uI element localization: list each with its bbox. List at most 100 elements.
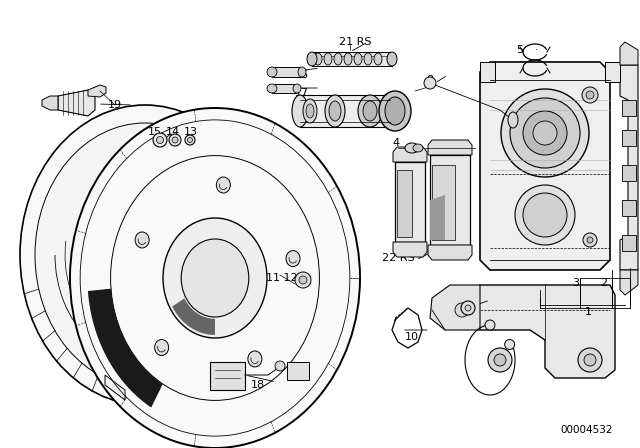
- Text: 00004532: 00004532: [561, 425, 613, 435]
- Bar: [480, 62, 495, 82]
- Text: 21 RS: 21 RS: [339, 37, 371, 47]
- Bar: [272, 84, 297, 93]
- Circle shape: [169, 134, 181, 146]
- Text: 10: 10: [405, 332, 419, 342]
- Text: 1: 1: [584, 307, 591, 317]
- Circle shape: [586, 91, 594, 99]
- Ellipse shape: [35, 123, 255, 387]
- Ellipse shape: [155, 340, 168, 355]
- Ellipse shape: [181, 239, 249, 317]
- Text: 16: 16: [295, 70, 309, 80]
- Text: 22 RS: 22 RS: [381, 253, 414, 263]
- Circle shape: [172, 137, 178, 143]
- Ellipse shape: [306, 104, 314, 118]
- Ellipse shape: [364, 53, 372, 65]
- Polygon shape: [397, 170, 412, 237]
- Ellipse shape: [135, 232, 149, 248]
- Ellipse shape: [292, 95, 308, 127]
- Bar: [272, 67, 302, 77]
- Bar: [622, 100, 636, 116]
- Ellipse shape: [267, 67, 277, 77]
- Circle shape: [505, 340, 515, 349]
- Ellipse shape: [380, 93, 400, 129]
- Polygon shape: [620, 270, 638, 295]
- Ellipse shape: [105, 207, 185, 303]
- Ellipse shape: [76, 172, 214, 337]
- Ellipse shape: [379, 91, 411, 131]
- Circle shape: [494, 354, 506, 366]
- Bar: [622, 200, 636, 216]
- Ellipse shape: [501, 89, 589, 177]
- Circle shape: [455, 303, 469, 317]
- Polygon shape: [430, 195, 445, 240]
- Polygon shape: [88, 289, 163, 408]
- Text: 17: 17: [295, 88, 309, 98]
- Polygon shape: [480, 62, 610, 270]
- Ellipse shape: [307, 52, 317, 66]
- Text: 8: 8: [426, 75, 433, 85]
- Ellipse shape: [344, 53, 352, 65]
- Ellipse shape: [267, 84, 277, 93]
- Polygon shape: [620, 65, 638, 270]
- Ellipse shape: [20, 105, 270, 405]
- Text: 5: 5: [516, 45, 524, 55]
- Circle shape: [582, 87, 598, 103]
- Ellipse shape: [523, 193, 567, 237]
- Text: 11 12: 11 12: [266, 273, 298, 283]
- Ellipse shape: [533, 121, 557, 145]
- Text: 4: 4: [392, 138, 399, 148]
- Polygon shape: [393, 147, 427, 162]
- Polygon shape: [620, 42, 638, 65]
- Bar: [622, 130, 636, 146]
- Text: 19: 19: [108, 100, 122, 110]
- Polygon shape: [428, 140, 472, 155]
- Ellipse shape: [314, 53, 322, 65]
- Bar: [287, 362, 309, 380]
- Bar: [312, 52, 392, 66]
- Ellipse shape: [70, 108, 360, 448]
- Ellipse shape: [405, 143, 419, 153]
- Polygon shape: [430, 285, 480, 330]
- Ellipse shape: [298, 67, 306, 77]
- Circle shape: [465, 305, 471, 311]
- Text: 6: 6: [516, 61, 524, 71]
- Ellipse shape: [523, 111, 567, 155]
- Circle shape: [188, 138, 193, 142]
- Ellipse shape: [354, 53, 362, 65]
- Ellipse shape: [515, 185, 575, 245]
- Ellipse shape: [303, 99, 317, 123]
- Circle shape: [275, 361, 285, 371]
- Polygon shape: [432, 165, 455, 240]
- Ellipse shape: [286, 250, 300, 267]
- Polygon shape: [428, 245, 472, 260]
- Polygon shape: [194, 162, 255, 300]
- Bar: [605, 62, 620, 82]
- Circle shape: [584, 354, 596, 366]
- Polygon shape: [393, 242, 427, 257]
- Ellipse shape: [325, 95, 345, 127]
- Bar: [300, 95, 390, 127]
- Ellipse shape: [293, 84, 301, 93]
- Text: 13: 13: [184, 127, 198, 137]
- Ellipse shape: [248, 351, 262, 367]
- Text: 14: 14: [166, 127, 180, 137]
- Text: 18: 18: [251, 380, 265, 390]
- Ellipse shape: [413, 144, 423, 152]
- Circle shape: [578, 348, 602, 372]
- Polygon shape: [472, 285, 615, 378]
- Circle shape: [485, 320, 495, 330]
- Ellipse shape: [508, 112, 518, 128]
- Ellipse shape: [374, 53, 382, 65]
- Circle shape: [461, 301, 475, 315]
- Text: 7: 7: [628, 278, 636, 288]
- Ellipse shape: [387, 52, 397, 66]
- Circle shape: [299, 276, 307, 284]
- Text: 2: 2: [600, 278, 607, 288]
- Text: 20 DS: 20 DS: [344, 108, 376, 118]
- Ellipse shape: [510, 98, 580, 168]
- Ellipse shape: [163, 218, 267, 338]
- Ellipse shape: [358, 95, 382, 127]
- Circle shape: [185, 135, 195, 145]
- Bar: [210, 362, 245, 390]
- Ellipse shape: [216, 177, 230, 193]
